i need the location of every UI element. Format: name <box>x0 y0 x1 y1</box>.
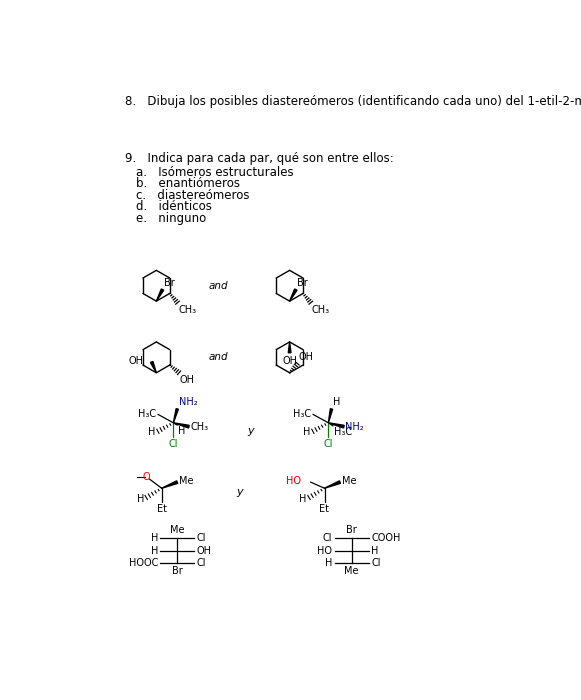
Text: OH: OH <box>282 356 297 366</box>
Text: Cl: Cl <box>371 558 381 568</box>
Text: and: and <box>209 281 228 290</box>
Text: H₃C: H₃C <box>334 427 352 437</box>
Text: OH: OH <box>196 545 211 556</box>
Text: Cl: Cl <box>324 439 333 449</box>
Text: CH₃: CH₃ <box>191 421 209 432</box>
Polygon shape <box>150 361 156 372</box>
Text: 9.   Indica para cada par, qué son entre ellos:: 9. Indica para cada par, qué son entre e… <box>125 152 394 164</box>
Polygon shape <box>162 481 178 489</box>
Text: Me: Me <box>345 566 359 576</box>
Text: H₃C: H₃C <box>138 409 156 419</box>
Text: e.   ninguno: e. ninguno <box>136 212 206 225</box>
Polygon shape <box>328 423 344 428</box>
Text: H: H <box>150 545 158 556</box>
Text: OH: OH <box>129 356 144 366</box>
Text: O: O <box>142 473 150 482</box>
Text: Br: Br <box>297 278 308 288</box>
Text: H₃C: H₃C <box>293 409 311 419</box>
Text: NH₂: NH₂ <box>179 397 198 407</box>
Text: CH₃: CH₃ <box>178 305 196 315</box>
Text: Br: Br <box>346 525 357 536</box>
Text: H: H <box>150 533 158 543</box>
Text: Et: Et <box>320 505 329 514</box>
Text: Et: Et <box>157 505 167 514</box>
Polygon shape <box>325 481 340 489</box>
Text: Cl: Cl <box>196 533 206 543</box>
Text: y: y <box>248 426 254 435</box>
Polygon shape <box>288 342 291 353</box>
Text: H: H <box>178 426 185 436</box>
Text: y: y <box>236 487 242 497</box>
Polygon shape <box>173 423 189 428</box>
Text: OH: OH <box>299 352 314 362</box>
Text: Me: Me <box>342 475 356 486</box>
Text: H: H <box>299 494 307 504</box>
Text: Br: Br <box>172 566 182 576</box>
Text: COOH: COOH <box>371 533 400 543</box>
Text: Cl: Cl <box>196 558 206 568</box>
Text: H: H <box>148 427 156 437</box>
Text: H: H <box>325 558 332 568</box>
Text: Me: Me <box>170 525 185 536</box>
Text: H: H <box>137 494 144 504</box>
Polygon shape <box>328 409 332 423</box>
Text: CH₃: CH₃ <box>311 305 329 315</box>
Text: b.   enantiómeros: b. enantiómeros <box>136 177 240 190</box>
Text: Br: Br <box>164 278 175 288</box>
Text: c.   diastereómeros: c. diastereómeros <box>136 189 250 202</box>
Text: Me: Me <box>179 475 193 486</box>
Polygon shape <box>156 289 164 301</box>
Text: H: H <box>303 427 311 437</box>
Text: OH: OH <box>180 375 195 385</box>
Text: HOOC: HOOC <box>128 558 158 568</box>
Text: HO: HO <box>286 475 302 486</box>
Text: NH₂: NH₂ <box>346 421 364 432</box>
Text: d.   idénticos: d. idénticos <box>136 200 212 214</box>
Text: 8.   Dibuja los posibles diastereómeros (identificando cada uno) del 1-etil-2-me: 8. Dibuja los posibles diastereómeros (i… <box>125 94 581 108</box>
Polygon shape <box>173 409 178 423</box>
Text: and: and <box>209 352 228 363</box>
Text: HO: HO <box>317 545 332 556</box>
Text: a.   Isómeros estructurales: a. Isómeros estructurales <box>136 166 294 179</box>
Text: H: H <box>333 397 340 407</box>
Polygon shape <box>289 289 297 301</box>
Text: Cl: Cl <box>323 533 332 543</box>
Text: Cl: Cl <box>168 439 178 449</box>
Text: H: H <box>371 545 378 556</box>
